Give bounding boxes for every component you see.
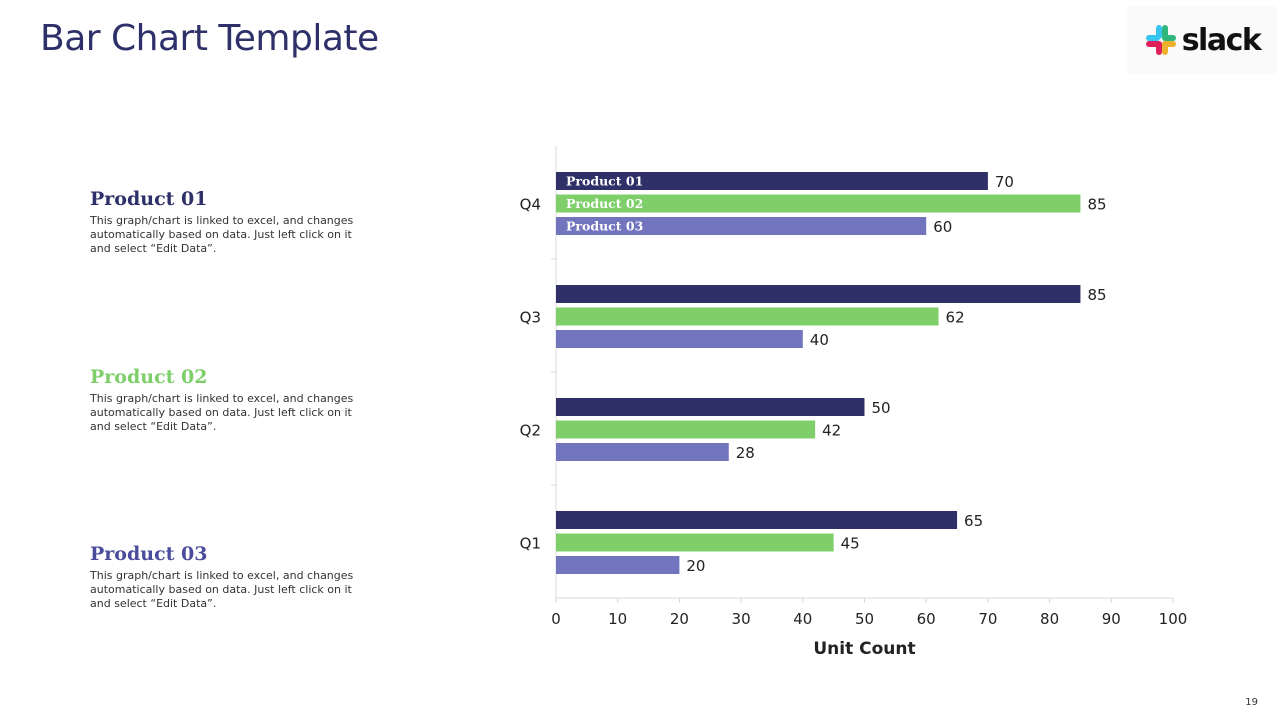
bar-q1-series-3 bbox=[556, 556, 680, 574]
data-label: 50 bbox=[872, 399, 891, 417]
category-label-q1: Q1 bbox=[520, 535, 541, 553]
slack-logo: slack bbox=[1127, 6, 1277, 74]
series-label-in-bar: Product 01 bbox=[566, 174, 643, 189]
bar-q4-series-2 bbox=[556, 194, 1081, 213]
x-tick-label: 50 bbox=[855, 610, 874, 628]
x-tick-label: 90 bbox=[1102, 610, 1121, 628]
x-tick-label: 30 bbox=[732, 610, 751, 628]
x-tick-label: 40 bbox=[793, 610, 812, 628]
product-03-description: This graph/chart is linked to excel, and… bbox=[90, 569, 354, 610]
bar-q3-series-1 bbox=[556, 285, 1081, 303]
product-02-title: Product 02 bbox=[90, 366, 208, 388]
data-label: 62 bbox=[946, 309, 965, 327]
bar-q2-series-3 bbox=[556, 443, 729, 461]
slack-hash-icon bbox=[1145, 25, 1176, 55]
data-label: 65 bbox=[964, 512, 983, 530]
category-label-q3: Q3 bbox=[520, 309, 541, 327]
x-tick-label: 70 bbox=[978, 610, 997, 628]
product-03-title: Product 03 bbox=[90, 543, 208, 565]
category-label-q2: Q2 bbox=[520, 422, 541, 440]
x-tick-label: 20 bbox=[670, 610, 689, 628]
data-label: 45 bbox=[841, 535, 860, 553]
x-tick-label: 0 bbox=[551, 610, 561, 628]
series-label-in-bar: Product 03 bbox=[566, 219, 643, 234]
data-label: 60 bbox=[933, 218, 952, 236]
data-label: 85 bbox=[1087, 196, 1106, 214]
x-tick-label: 10 bbox=[608, 610, 627, 628]
page-title: Bar Chart Template bbox=[40, 18, 379, 59]
bar-q1-series-1 bbox=[556, 511, 958, 529]
bar-q1-series-2 bbox=[556, 533, 834, 552]
logo-wordmark: slack bbox=[1181, 22, 1262, 58]
data-label: 20 bbox=[686, 557, 705, 575]
bar-q4-series-1 bbox=[556, 172, 988, 190]
bar-q3-series-3 bbox=[556, 330, 803, 348]
product-01-description: This graph/chart is linked to excel, and… bbox=[90, 214, 354, 255]
data-label: 40 bbox=[810, 331, 829, 349]
x-tick-label: 80 bbox=[1040, 610, 1059, 628]
category-label-q4: Q4 bbox=[520, 196, 541, 214]
data-label: 85 bbox=[1087, 286, 1106, 304]
x-axis-title: Unit Count bbox=[813, 639, 915, 659]
product-02-block: Product 02 This graph/chart is linked to… bbox=[90, 366, 360, 434]
x-tick-label: 100 bbox=[1159, 610, 1188, 628]
data-label: 28 bbox=[736, 444, 755, 462]
bar-q3-series-2 bbox=[556, 307, 939, 326]
slide-number: 19 bbox=[1245, 697, 1258, 708]
data-label: 70 bbox=[995, 173, 1014, 191]
x-tick-label: 60 bbox=[917, 610, 936, 628]
bar-q4-series-3 bbox=[556, 217, 927, 235]
product-02-description: This graph/chart is linked to excel, and… bbox=[90, 392, 354, 433]
series-label-in-bar: Product 02 bbox=[566, 196, 643, 211]
product-01-title: Product 01 bbox=[90, 188, 208, 210]
data-label: 42 bbox=[822, 422, 841, 440]
bar-q2-series-2 bbox=[556, 420, 816, 439]
product-03-block: Product 03 This graph/chart is linked to… bbox=[90, 543, 360, 611]
product-01-block: Product 01 This graph/chart is linked to… bbox=[90, 188, 360, 256]
bar-q2-series-1 bbox=[556, 398, 865, 416]
